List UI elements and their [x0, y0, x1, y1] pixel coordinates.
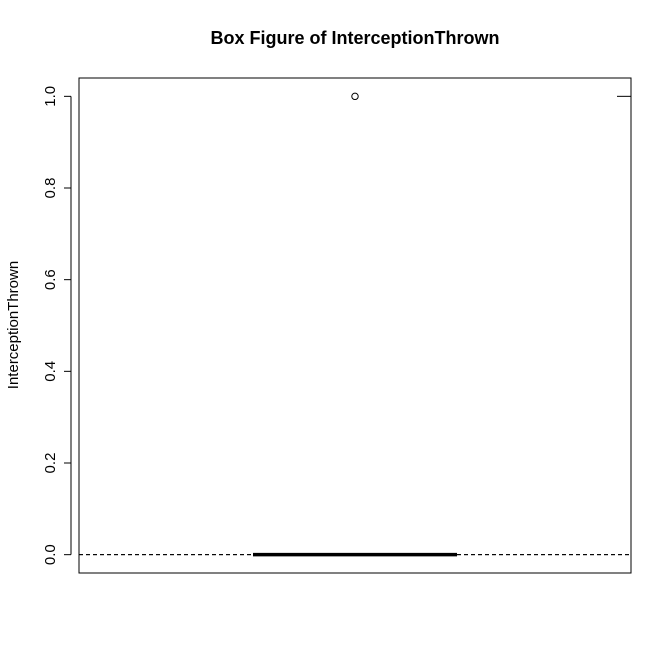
y-tick-label: 0.0	[42, 544, 59, 565]
y-tick-label: 0.2	[42, 453, 59, 474]
box-marks	[79, 92, 631, 557]
y-tick-label: 0.4	[42, 361, 59, 382]
y-axis-label: InterceptionThrown	[5, 261, 22, 389]
outlier-point	[351, 92, 359, 101]
y-tick-label: 0.8	[42, 178, 59, 199]
plot-frame	[78, 77, 632, 574]
y-axis: 0.0 0.2 0.4 0.6 0.8 1.0	[42, 86, 72, 565]
y-tick-label: 1.0	[42, 86, 59, 107]
y-tick-label: 0.6	[42, 269, 59, 290]
chart-title: Box Figure of InterceptionThrown	[210, 28, 500, 48]
